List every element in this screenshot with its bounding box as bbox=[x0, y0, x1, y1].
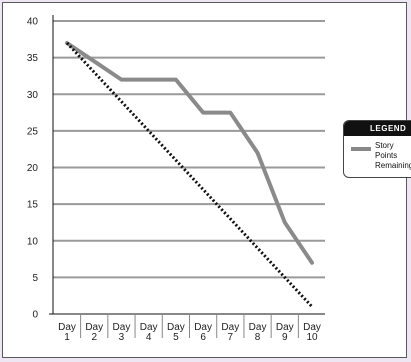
x-tick-label: Day 3 bbox=[113, 322, 131, 343]
x-tick-label: Day 9 bbox=[276, 322, 294, 343]
legend-label: Story Points Remaining bbox=[375, 141, 411, 170]
legend: LEGEND Story Points Remaining bbox=[343, 120, 411, 178]
y-tick-label: 35 bbox=[27, 53, 39, 64]
chart-frame bbox=[2, 2, 407, 358]
x-tick-label: Day 4 bbox=[140, 322, 158, 343]
y-tick-label: 10 bbox=[27, 236, 39, 247]
y-tick-label: 5 bbox=[32, 273, 38, 284]
y-tick-label: 0 bbox=[32, 310, 38, 321]
y-tick-label: 40 bbox=[27, 17, 39, 28]
x-tick-label: Day 6 bbox=[194, 322, 212, 343]
x-tick-label: Day 2 bbox=[85, 322, 103, 343]
y-tick-label: 30 bbox=[27, 90, 39, 101]
x-tick-label: Day 5 bbox=[167, 322, 185, 343]
x-tick-label: Day 1 bbox=[58, 322, 76, 343]
legend-swatch bbox=[351, 147, 371, 151]
x-tick-label: Day 10 bbox=[303, 322, 321, 343]
y-tick-label: 15 bbox=[27, 200, 39, 211]
series-line-ideal bbox=[65, 41, 314, 308]
x-tick-label: Day 8 bbox=[249, 322, 267, 343]
legend-item: Story Points Remaining bbox=[344, 136, 411, 176]
legend-title: LEGEND bbox=[344, 121, 411, 136]
y-tick-label: 25 bbox=[27, 126, 39, 137]
x-tick-label: Day 7 bbox=[221, 322, 239, 343]
series-line-story-points bbox=[65, 40, 314, 265]
y-tick-label: 20 bbox=[27, 163, 39, 174]
